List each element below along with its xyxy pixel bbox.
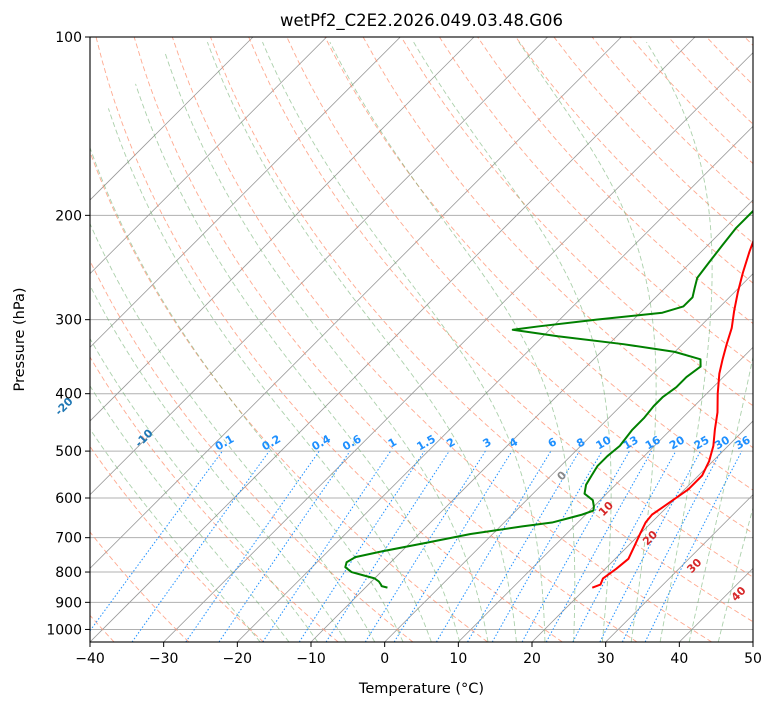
x-tick-label: −30 [149,651,179,667]
x-tick-label: 10 [449,651,467,667]
x-tick-label: 50 [744,651,762,667]
y-tick-label: 400 [55,387,82,403]
x-tick-label: −20 [223,651,253,667]
x-tick-label: −40 [75,651,105,667]
y-axis-label: Pressure (hPa) [12,287,28,391]
x-tick-label: 0 [380,651,389,667]
chart-title: wetPf2_C2E2.2026.049.03.48.G06 [280,11,563,31]
y-tick-label: 500 [55,444,82,460]
x-tick-label: 30 [597,651,615,667]
y-tick-label: 1000 [46,622,82,638]
x-tick-label: 40 [670,651,688,667]
y-tick-label: 800 [55,565,82,581]
y-tick-label: 100 [55,30,82,46]
y-tick-label: 600 [55,491,82,507]
y-tick-label: 300 [55,313,82,329]
x-axis-label: Temperature (°C) [358,681,484,697]
y-tick-label: 700 [55,531,82,547]
y-tick-label: 900 [55,595,82,611]
x-tick-label: −10 [296,651,326,667]
y-tick-label: 200 [55,208,82,224]
x-tick-label: 20 [523,651,541,667]
